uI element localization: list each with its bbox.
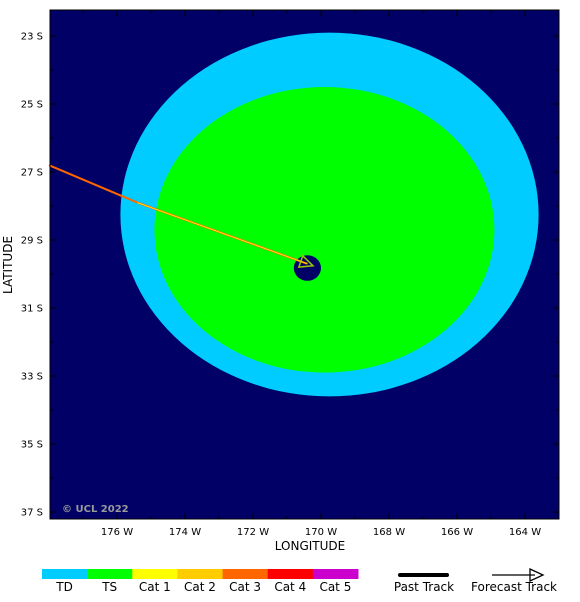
legend-label-cat-1: Cat 1	[139, 580, 171, 594]
forecast-track-label: Forecast Track	[471, 580, 557, 594]
forecast-arrow-icon	[297, 254, 315, 268]
latitude-axis: 23 S 25 S 27 S 29 S 31 S 33 S 35 S 37 S	[21, 32, 559, 519]
legend-swatch-ts	[87, 569, 133, 579]
past-track-label: Past Track	[394, 580, 454, 594]
lon-tick-label: 164 W	[509, 527, 541, 538]
lat-tick-label: 27 S	[21, 168, 43, 179]
lat-tick-label: 31 S	[21, 304, 43, 315]
legend-label-cat-5: Cat 5	[319, 580, 351, 594]
lat-tick-label: 25 S	[21, 100, 43, 111]
y-axis-title: LATITUDE	[1, 236, 15, 294]
intensity-legend: TD TS Cat 1 Cat 2 Cat 3 Cat 4 Cat 5	[42, 569, 359, 594]
legend-label-cat-2: Cat 2	[184, 580, 216, 594]
longitude-axis: 176 W 174 W 172 W 170 W 168 W 166 W 164 W	[82, 10, 560, 538]
legend-swatch-cat-2	[177, 569, 224, 579]
legend-swatch-td	[42, 569, 88, 579]
legend-swatch-cat-5	[312, 569, 359, 579]
wind-field	[120, 32, 539, 397]
legend-label-ts: TS	[101, 580, 117, 594]
lon-tick-label: 172 W	[237, 527, 269, 538]
forecast-track-legend: Forecast Track	[471, 567, 557, 594]
lon-tick-label: 168 W	[373, 527, 405, 538]
track-highlight	[137, 202, 308, 265]
lat-tick-label: 37 S	[21, 508, 43, 519]
legend-label-td: TD	[55, 580, 73, 594]
map-frame	[49, 9, 560, 520]
lat-tick-label: 35 S	[21, 440, 43, 451]
storm-track	[48, 164, 315, 268]
copyright-notice: © UCL 2022	[62, 504, 129, 515]
lat-tick-label: 33 S	[21, 372, 43, 383]
lat-tick-label: 23 S	[21, 32, 43, 43]
lon-tick-label: 166 W	[441, 527, 473, 538]
legend-swatch-cat-4	[267, 569, 314, 579]
legend-label-cat-4: Cat 4	[274, 580, 306, 594]
legend-swatch-cat-1	[132, 569, 178, 579]
forecast-arrow-icon	[529, 567, 545, 583]
x-axis-title: LONGITUDE	[275, 539, 345, 553]
lon-tick-label: 174 W	[169, 527, 201, 538]
wind-field-ts	[154, 87, 495, 373]
lon-tick-label: 176 W	[101, 527, 133, 538]
past-track-legend: Past Track	[394, 573, 454, 594]
storm-eye	[293, 255, 321, 281]
legend-swatch-cat-3	[222, 569, 269, 579]
lon-tick-label: 170 W	[305, 527, 337, 538]
legend-label-cat-3: Cat 3	[229, 580, 261, 594]
lat-tick-label: 29 S	[21, 236, 43, 247]
